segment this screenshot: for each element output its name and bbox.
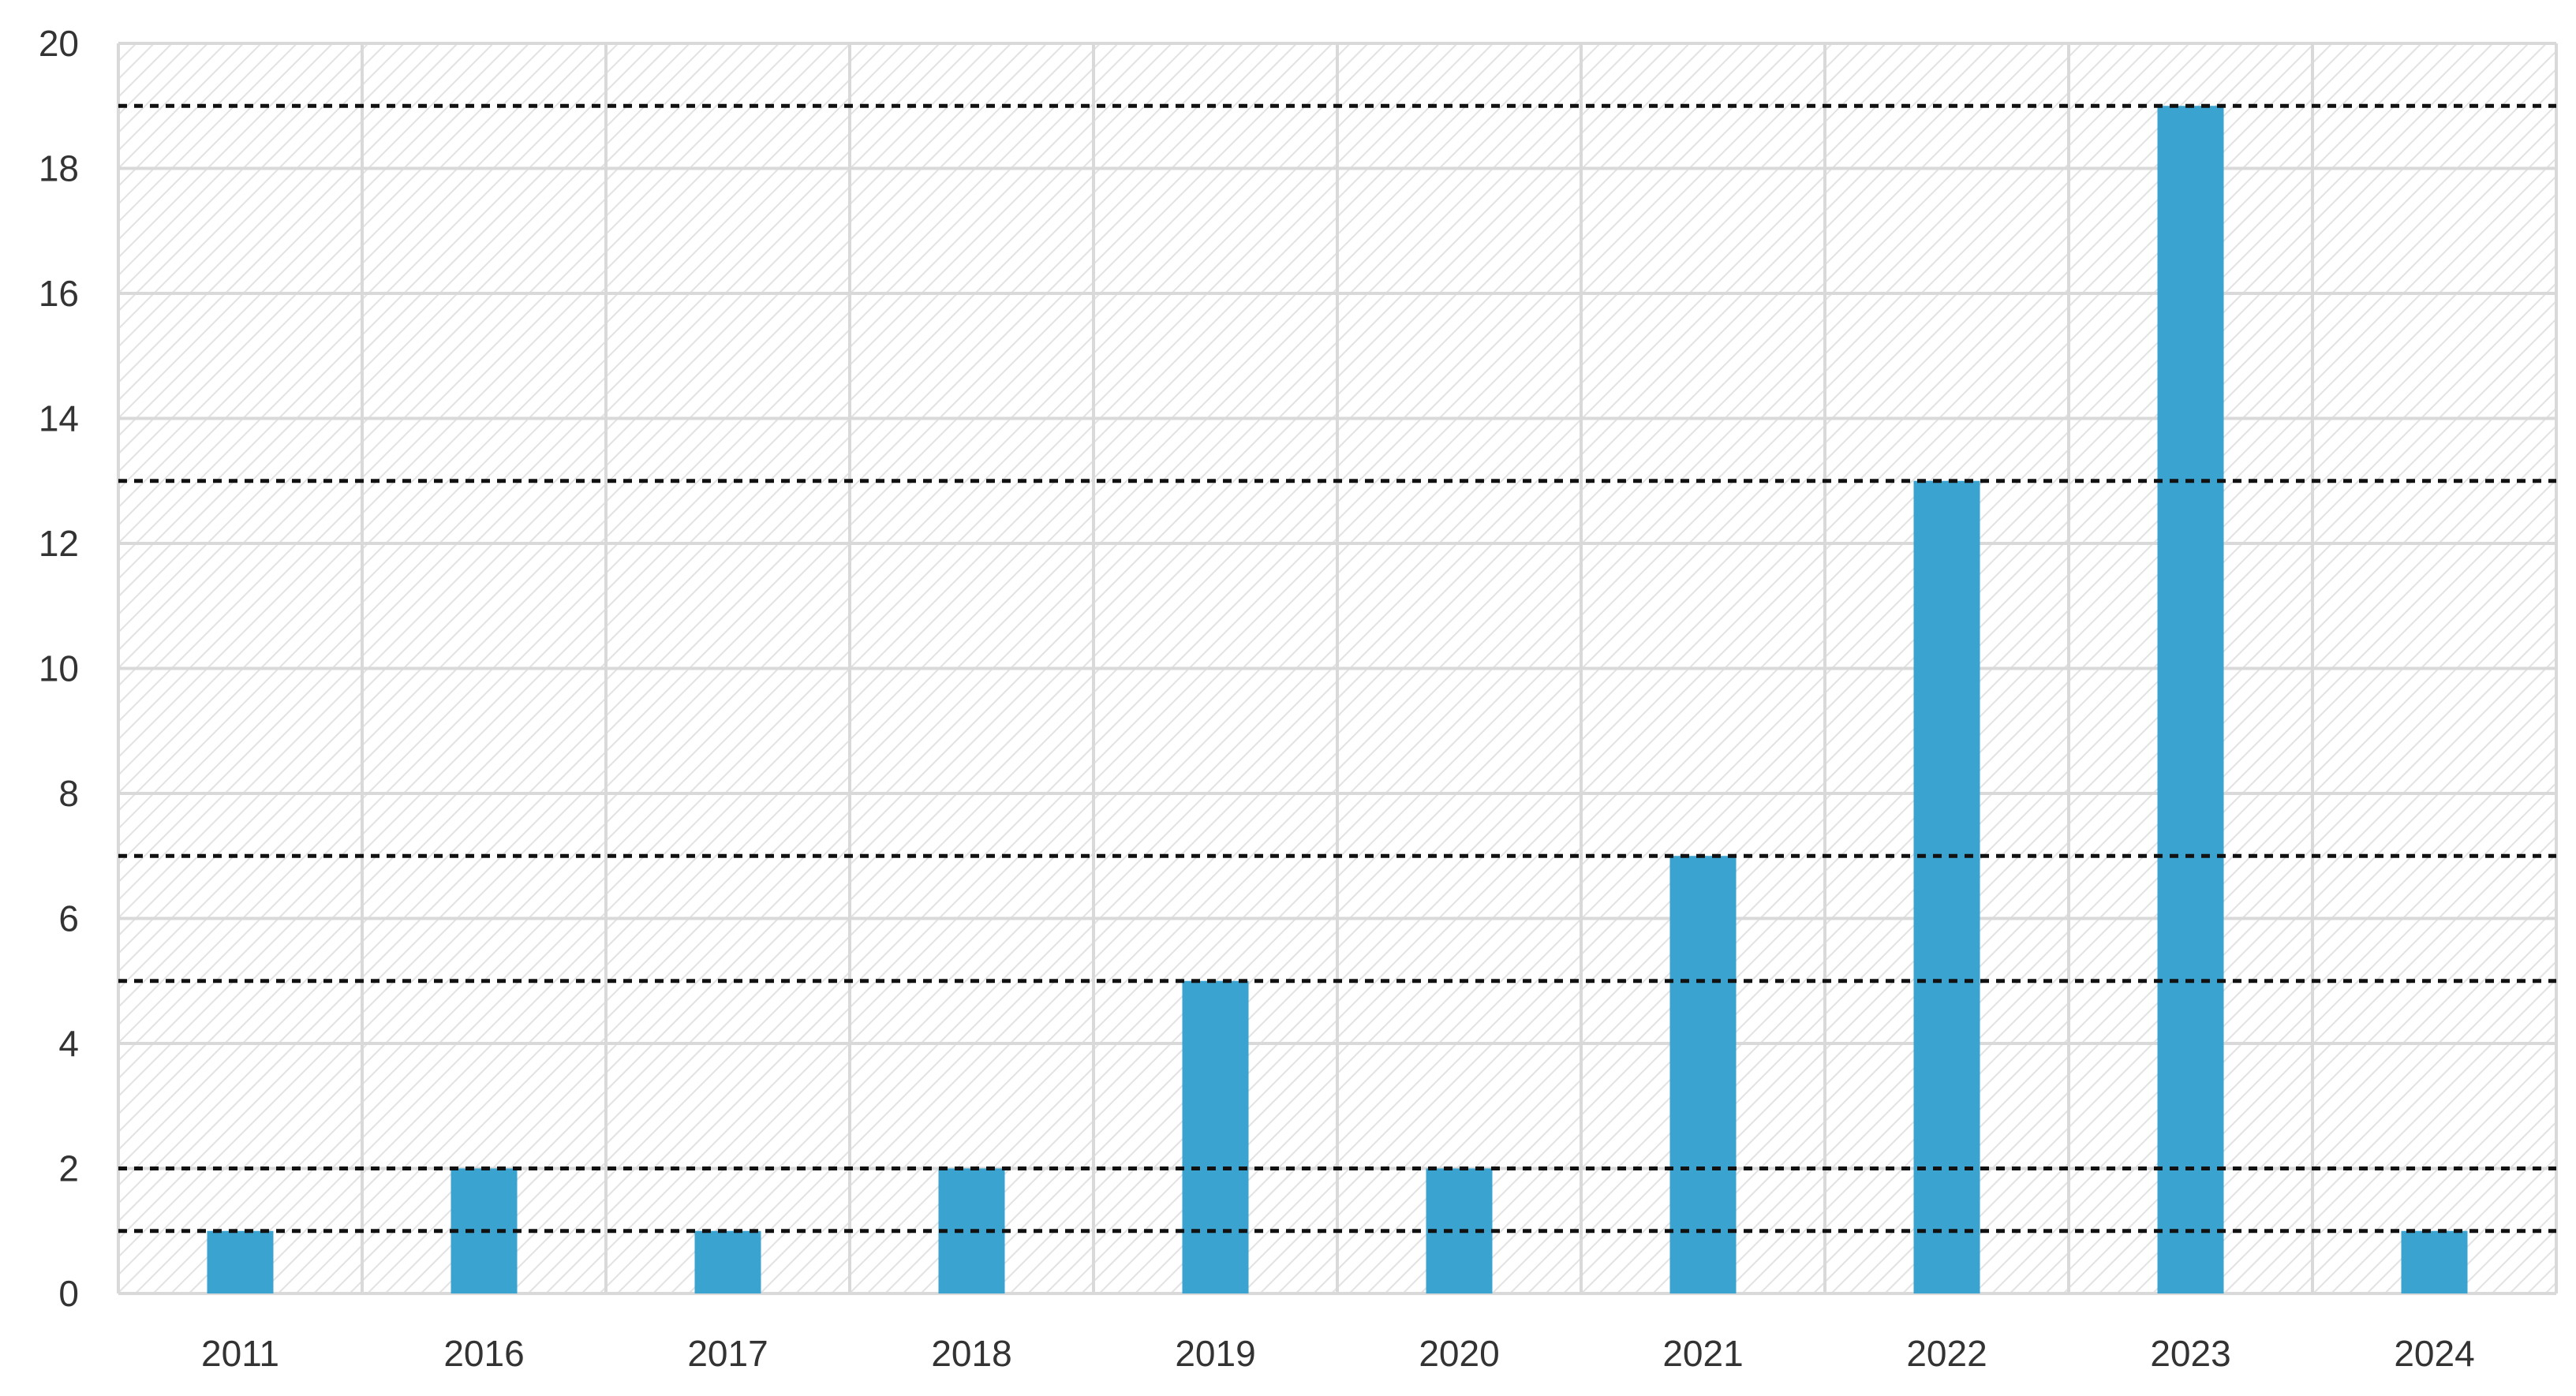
- y-tick-label: 12: [39, 523, 79, 564]
- bars: [207, 106, 2468, 1293]
- x-tick-label: 2016: [443, 1333, 524, 1374]
- y-tick-label: 2: [58, 1148, 79, 1189]
- x-tick-label: 2019: [1175, 1333, 1255, 1374]
- reference-lines: [118, 103, 2556, 1234]
- x-tick-label: 2022: [1906, 1333, 1987, 1374]
- bar-2017: [694, 1230, 761, 1293]
- y-tick-label: 16: [39, 273, 79, 314]
- bar-2011: [207, 1230, 274, 1293]
- grid-lines: [117, 42, 2558, 1295]
- x-tick-label: 2017: [687, 1333, 768, 1374]
- x-axis-ticks: 2011 2016 2017 2018 2019 2020 2021 2022 2023 2024: [201, 1333, 2475, 1374]
- y-tick-label: 8: [58, 773, 79, 814]
- y-axis-ticks: 0 2 4 6 8 10 12 14 16 18 20: [39, 23, 79, 1314]
- bar-2023: [2157, 106, 2224, 1293]
- bar-2024: [2401, 1230, 2468, 1293]
- bar-2019: [1182, 980, 1249, 1293]
- x-tick-label: 2023: [2150, 1333, 2230, 1374]
- x-tick-label: 2020: [1419, 1333, 1499, 1374]
- y-tick-label: 20: [39, 23, 79, 64]
- y-tick-label: 18: [39, 148, 79, 189]
- x-tick-label: 2018: [931, 1333, 1011, 1374]
- y-tick-label: 0: [58, 1273, 79, 1314]
- y-tick-label: 4: [58, 1023, 79, 1064]
- bar-2021: [1669, 856, 1737, 1293]
- y-tick-label: 10: [39, 648, 79, 689]
- x-tick-label: 2011: [201, 1333, 279, 1374]
- y-tick-label: 6: [58, 898, 79, 939]
- x-tick-label: 2024: [2394, 1333, 2474, 1374]
- bar-2022: [1913, 480, 1980, 1293]
- x-tick-label: 2021: [1662, 1333, 1743, 1374]
- y-tick-label: 14: [39, 398, 79, 439]
